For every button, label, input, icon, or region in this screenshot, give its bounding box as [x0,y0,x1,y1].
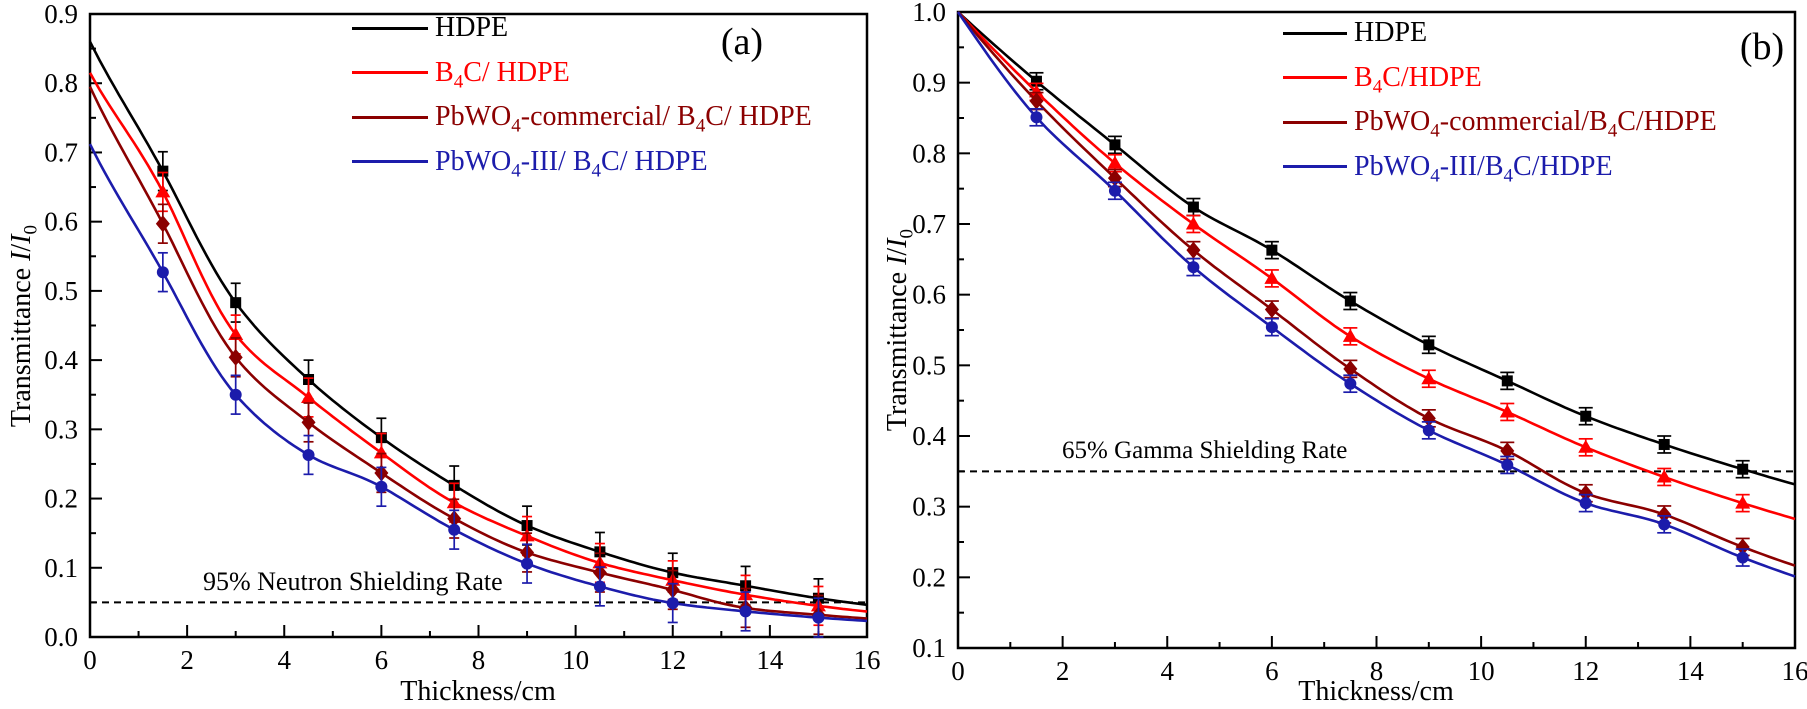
y-tick-label: 0.5 [912,350,946,380]
x-tick-label: 12 [659,645,686,675]
legend-label: B4C/HDPE [1354,61,1482,98]
legend-line-sample [1283,120,1347,124]
x-tick-label: 8 [472,645,486,675]
x-tick-label: 6 [375,645,389,675]
x-tick-label: 12 [1572,656,1599,686]
y-tick-label: 0.8 [912,138,946,168]
panel-label-b: (b) [1739,26,1785,68]
series-markers [156,266,825,624]
axis-ticks: 0 2 4 6 8 10 12 14 16 0.0 0.1 0.2 0.3 0.4 0.5 0.6 0.7 0.8… [44,0,880,675]
legend-line-sample [1283,76,1347,80]
legend-line-sample [352,160,428,164]
error-bars [157,171,824,627]
x-tick-label: 6 [1265,656,1279,686]
y-tick-label: 0.4 [44,345,78,375]
legend-item: B4C/HDPE [1283,56,1717,101]
y-tick-label: 0.3 [44,414,78,444]
legend-line-sample [352,26,428,30]
legend-label: B4C/ HDPE [435,56,570,93]
series-markers [1030,75,1749,475]
y-tick-label: 0.4 [912,421,946,451]
error-bars [1029,71,1750,479]
y-tick-label: 0.1 [44,553,78,583]
y-tick-label: 0.5 [44,276,78,306]
x-axis-title-b: Thickness/cm [1298,676,1454,707]
legend-label: PbWO4-commercial/B4C/HDPE [1354,106,1717,142]
x-tick-label: 14 [756,645,784,675]
legend-item: HDPE [1283,11,1717,56]
legend-item: B4C/ HDPE [352,51,812,96]
series-curve [88,86,868,620]
legend-line-sample [1283,31,1347,35]
y-tick-label: 0.3 [912,492,946,522]
x-tick-label: 10 [562,645,589,675]
x-tick-label: 4 [1161,656,1175,686]
series-markers [155,215,826,624]
series-curve [88,41,868,607]
legend-label: PbWO4-III/B4C/HDPE [1354,150,1613,187]
x-axis-title-a: Thickness/cm [400,676,556,707]
x-tick-label: 14 [1677,656,1705,686]
x-tick-label: 16 [854,645,881,675]
y-tick-label: 0.2 [912,562,946,592]
panel-a: 0 2 4 6 8 10 12 14 16 0.0 0.1 0.2 0.3 0.4 0.5 0.6 0.7 0.8… [44,0,880,675]
legend-label: HDPE [1354,17,1428,49]
x-tick-label: 2 [1056,656,1070,686]
legend-label: PbWO4-commercial/ B4C/ HDPE [435,101,812,137]
series-curve [957,11,1796,486]
legend-item: PbWO4-III/ B4C/ HDPE [352,140,812,185]
y-tick-label: 1.0 [912,0,946,27]
legend-b: HDPE B4C/HDPE PbWO4-commercial/B4C/HDPE PbW… [1283,11,1717,189]
series-curve [956,11,1796,578]
annotation-gamma-shielding: 65% Gamma Shielding Rate [1062,437,1348,464]
y-tick-label: 0.7 [44,137,78,167]
x-tick-label: 4 [278,645,292,675]
x-tick-label: 8 [1370,656,1384,686]
series-curve [88,143,868,623]
y-tick-label: 0.1 [912,633,946,663]
x-tick-label: 0 [83,645,97,675]
axis-ticks: 0 2 4 6 8 10 12 14 16 0.1 0.2 0.3 0.4 0.5 0.6 0.7 0.8 0.9… [912,0,1807,686]
y-tick-label: 0.6 [44,207,78,237]
panel-b: 0 2 4 6 8 10 12 14 16 0.1 0.2 0.3 0.4 0.5 0.6 0.7 0.8 0.9… [912,0,1807,686]
legend-item: PbWO4-III/B4C/HDPE [1283,145,1717,190]
legend-a: HDPE B4C/ HDPE PbWO4-commercial/ B4C/ HDPE… [352,6,812,184]
series-curve [957,11,1796,521]
x-tick-label: 2 [180,645,194,675]
y-axis-title-b: Transmittance I/I0 [882,228,918,432]
x-tick-label: 0 [951,656,965,686]
x-tick-label: 10 [1468,656,1495,686]
annotation-neutron-shielding: 95% Neutron Shielding Rate [203,567,503,596]
y-tick-label: 0.2 [44,484,78,514]
y-tick-label: 0.8 [44,68,78,98]
legend-line-sample [352,115,428,119]
series-markers [1028,84,1751,509]
series-markers [1030,111,1749,564]
series-curve [956,11,1796,567]
legend-item: HDPE [352,6,812,51]
y-axis-title-a: Transmittance I/I0 [6,224,42,428]
panel-label-a: (a) [720,21,764,63]
y-tick-label: 0.9 [44,0,78,29]
legend-line-sample [352,71,428,75]
legend-label: HDPE [435,12,509,44]
legend-line-sample [1283,165,1347,169]
y-tick-label: 0.9 [912,68,946,98]
y-tick-label: 0.0 [44,622,78,652]
y-tick-label: 0.6 [912,280,946,310]
y-tick-label: 0.7 [912,209,946,239]
legend-item: PbWO4-commercial/B4C/HDPE [1283,100,1717,145]
legend-label: PbWO4-III/ B4C/ HDPE [435,145,708,182]
legend-item: PbWO4-commercial/ B4C/ HDPE [352,95,812,140]
series-curve [88,72,868,613]
x-tick-label: 16 [1782,656,1807,686]
